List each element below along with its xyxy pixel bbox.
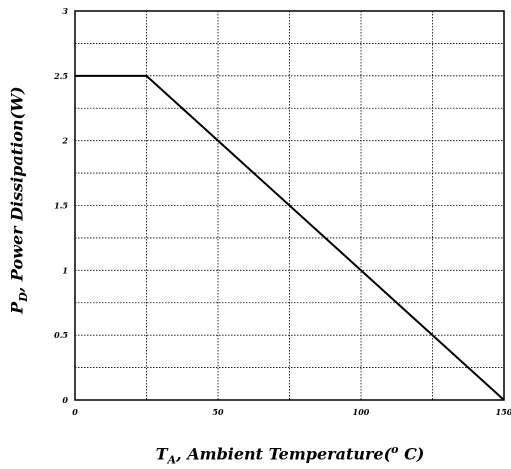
plot-frame	[74, 10, 505, 401]
series-group	[75, 74, 505, 401]
series-line	[75, 74, 505, 401]
x-axis-label: TA, Ambient Temperature(o C)	[75, 443, 505, 467]
y-tick-label: 3	[62, 6, 68, 16]
x-tick-label: 50	[212, 407, 224, 417]
y-label-main: P	[7, 301, 27, 314]
x-label-sup: o	[391, 443, 399, 456]
x-label-main: T	[155, 444, 168, 464]
y-tick-label: 2	[61, 136, 68, 146]
y-axis-label: PD, Power Dissipation(W)	[8, 86, 30, 313]
y-label-sub: D	[17, 292, 31, 302]
y-tick-label: 2.5	[53, 71, 68, 81]
x-tick-labels: 0 50 100 150	[72, 407, 511, 417]
y-tick-label: 0	[62, 395, 68, 405]
y-tick-label: 1.5	[54, 201, 68, 211]
y-tick-label: 0.5	[54, 330, 68, 340]
y-tick-label: 1	[62, 265, 68, 275]
x-tick-label: 100	[353, 407, 370, 417]
x-label-rest: , Ambient Temperature(	[176, 444, 392, 464]
x-tick-label: 0	[72, 407, 78, 417]
y-tick-labels: 0 0.5 1 1.5 2 2.5 3	[53, 6, 68, 405]
x-tick-label: 150	[496, 407, 511, 417]
y-axis-label-wrap: PD, Power Dissipation(W)	[2, 0, 36, 400]
x-label-sub: A	[167, 453, 177, 467]
x-label-end: C)	[398, 444, 425, 464]
y-label-rest: , Power Dissipation(W)	[7, 86, 27, 293]
